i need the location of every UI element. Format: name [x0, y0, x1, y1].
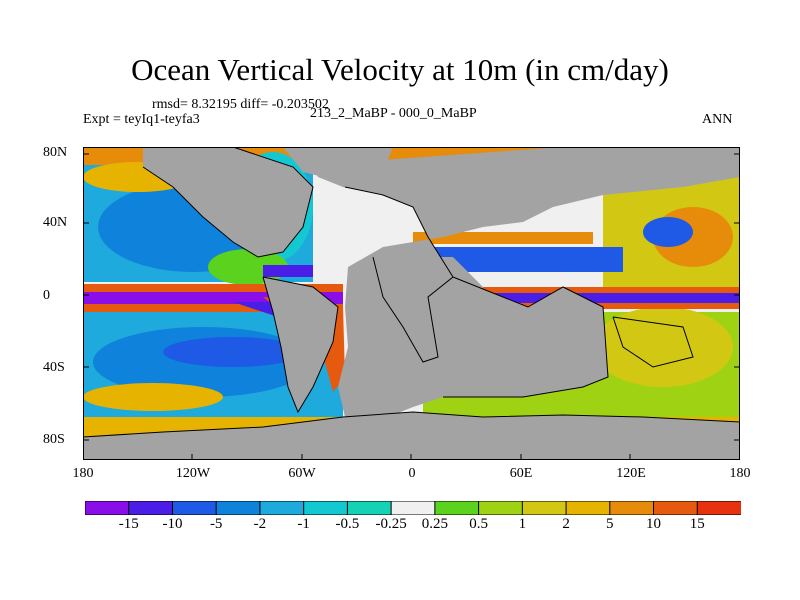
- colorbar-tick-label: 15: [689, 516, 705, 532]
- colorbar-tick-label: -10: [162, 516, 183, 532]
- coastline-antarctica: [83, 411, 740, 438]
- colorbar-swatch: [609, 501, 655, 515]
- lat-label: 0: [43, 288, 50, 303]
- colorbar: [85, 501, 741, 515]
- lon-label: 180: [72, 466, 94, 481]
- field-spac-orange: [83, 383, 223, 411]
- indian-band-orange-north: [413, 232, 593, 244]
- colorbar-tick-label: 0.25: [421, 516, 448, 532]
- colorbar-tick-label: 0.5: [469, 516, 488, 532]
- coastline-asia: [443, 276, 609, 398]
- case-label: 213_2_MaBP - 000_0_MaBP: [310, 106, 477, 121]
- stats-text: rmsd= 8.32195 diff= -0.203502: [152, 97, 329, 112]
- lat-label: 80N: [43, 145, 68, 160]
- equatorial-band-pacific-lower: [83, 304, 343, 312]
- colorbar-swatch: [128, 501, 174, 515]
- map-panel: [83, 147, 740, 460]
- colorbar-swatch: [390, 501, 436, 515]
- coastline-americas: [142, 147, 314, 258]
- colorbar-swatch: [259, 501, 305, 515]
- colorbar-tick-label: 1: [518, 516, 527, 532]
- colorbar-tick-label: -1: [297, 516, 310, 532]
- lon-label: 60E: [509, 466, 533, 481]
- lon-label: 0: [408, 466, 416, 481]
- colorbar-swatch: [303, 501, 349, 515]
- experiment-label: Expt = teyIq1-teyfa3: [83, 112, 200, 127]
- coastline-australia: [612, 316, 694, 368]
- land-antarctica: [83, 412, 740, 460]
- map-title: Ocean Vertical Velocity at 10m (in cm/da…: [131, 52, 669, 87]
- coastline-south-america: [262, 276, 339, 414]
- lat-label: 80S: [43, 432, 65, 447]
- colorbar-tick-label: -2: [253, 516, 267, 532]
- colorbar-tick-label: -15: [118, 516, 139, 532]
- colorbar-tick-label: -0.5: [335, 516, 360, 532]
- land-africa: [373, 257, 483, 362]
- colorbar-swatch: [215, 501, 261, 515]
- colorbar-tick-label: 5: [606, 516, 614, 532]
- colorbar-tick-label: -0.25: [375, 516, 407, 532]
- colorbar-swatch: [653, 501, 699, 515]
- colorbar-swatch: [521, 501, 568, 515]
- colorbar-swatch: [478, 501, 524, 515]
- season-label: ANN: [702, 112, 733, 127]
- field-io-yellow: [593, 307, 733, 387]
- lon-label: 120E: [616, 466, 646, 481]
- colorbar-swatch: [85, 501, 130, 515]
- atlantic-equatorial-band: [263, 265, 313, 277]
- colorbar-tick-label: -5: [209, 516, 223, 532]
- equatorial-band-pacific-upper: [83, 284, 343, 292]
- colorbar-tick-label: 2: [562, 516, 570, 532]
- equatorial-band-indian-mid: [453, 293, 740, 303]
- lon-label: 180: [729, 466, 751, 481]
- land-greenland: [283, 147, 393, 182]
- colorbar-swatch: [171, 501, 218, 515]
- lat-label: 40S: [43, 360, 65, 375]
- colorbar-swatch: [434, 501, 480, 515]
- colorbar-tick-label: 10: [646, 516, 662, 532]
- colorbar-swatch: [346, 501, 393, 515]
- coastline-africa-west: [344, 186, 454, 363]
- colorbar-swatch: [565, 501, 611, 515]
- field-spac-deep: [163, 337, 303, 367]
- colorbar-swatch: [696, 501, 741, 515]
- land-north-america: [143, 147, 313, 257]
- field-wpac-blue: [643, 217, 693, 247]
- land-south-america: [263, 277, 338, 412]
- equatorial-band-indian-upper: [453, 287, 740, 293]
- lon-label: 120W: [175, 466, 211, 481]
- lat-label: 40N: [43, 215, 68, 230]
- lon-label: 60W: [288, 466, 316, 481]
